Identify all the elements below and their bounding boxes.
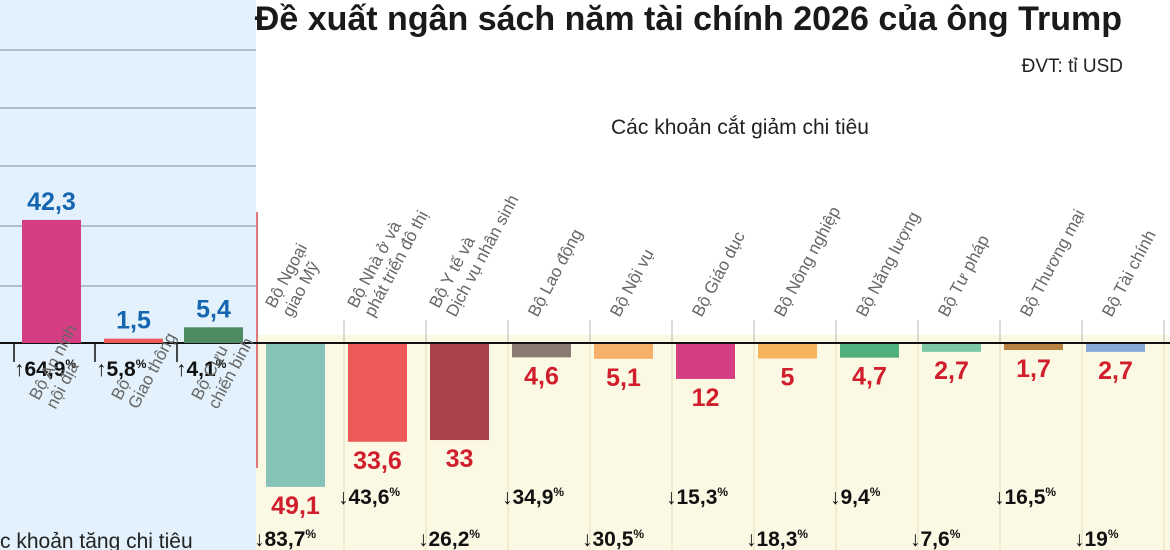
svg-text:Bộ Tài chính: Bộ Tài chính — [1098, 227, 1159, 320]
unit-label: ĐVT: tỉ USD — [1022, 56, 1123, 77]
svg-text:Bộ Nông nghiệp: Bộ Nông nghiệp — [770, 203, 844, 320]
value-label-decrease-3: 4,6 — [524, 362, 559, 390]
bar-decrease-3 — [512, 344, 571, 358]
change-label-decrease-5: ↓15,3% — [666, 485, 728, 509]
category-label-decrease-5: Bộ Giáo dục — [688, 228, 749, 320]
value-label-decrease-5: 12 — [692, 384, 720, 412]
value-label-decrease-2: 33 — [446, 445, 474, 473]
change-label-decrease-2: ↓26,2% — [418, 527, 480, 550]
increase-section-label: c khoản tăng chi tiêu — [0, 530, 193, 550]
value-label-decrease-4: 5,1 — [606, 364, 641, 392]
bar-decrease-6 — [758, 344, 817, 359]
value-label-decrease-0: 49,1 — [271, 492, 320, 520]
change-label-decrease-6: ↓18,3% — [746, 527, 808, 550]
change-label-decrease-9: ↓16,5% — [994, 485, 1056, 509]
value-label-decrease-9: 1,7 — [1016, 355, 1051, 383]
columns — [343, 320, 1165, 550]
change-label-decrease-1: ↓43,6% — [338, 485, 400, 509]
bar-increase-2 — [104, 338, 163, 343]
change-label-decrease-4: ↓30,5% — [582, 527, 644, 550]
bar-decrease-8 — [922, 344, 981, 352]
change-label-decrease-7: ↓9,4% — [830, 485, 881, 509]
svg-text:Bộ Lao động: Bộ Lao động — [524, 226, 586, 320]
value-label-decrease-7: 4,7 — [852, 363, 887, 391]
change-label-increase-2: ↑5,8% — [96, 357, 147, 381]
value-label-decrease-8: 2,7 — [934, 357, 969, 385]
bar-decrease-1 — [348, 344, 407, 442]
svg-text:Bộ Năng lượng: Bộ Năng lượng — [852, 208, 923, 319]
chart-title: Đề xuất ngân sách năm tài chính 2026 của… — [255, 0, 1122, 38]
bar-decrease-0 — [266, 344, 325, 487]
change-label-decrease-0: ↓83,7% — [254, 527, 316, 550]
svg-text:Bộ Nội vụ: Bộ Nội vụ — [606, 246, 657, 320]
svg-text:Bộ Tư pháp: Bộ Tư pháp — [934, 232, 993, 320]
category-label-decrease-7: Bộ Năng lượng — [852, 208, 923, 319]
change-label-increase-1: ↑64,9% — [14, 357, 76, 381]
change-label-decrease-10: ↓19% — [1074, 527, 1119, 550]
bar-decrease-10 — [1086, 344, 1145, 352]
change-label-increase-3: ↑4,1% — [176, 357, 227, 381]
category-label-decrease-4: Bộ Nội vụ — [606, 246, 657, 320]
value-label-increase-2: 1,5 — [116, 307, 151, 335]
bar-decrease-7 — [840, 344, 899, 358]
value-label-decrease-1: 33,6 — [353, 447, 402, 475]
bar-increase-3 — [184, 327, 243, 343]
category-label-decrease-9: Bộ Thương mại — [1016, 206, 1088, 320]
change-label-decrease-8: ↓7,6% — [910, 527, 961, 550]
svg-text:Bộ Thương mại: Bộ Thương mại — [1016, 206, 1088, 320]
value-label-increase-1: 42,3 — [27, 188, 76, 216]
svg-text:Bộ Giáo dục: Bộ Giáo dục — [688, 228, 749, 320]
value-label-increase-3: 5,4 — [196, 295, 231, 323]
bar-decrease-5 — [676, 344, 735, 379]
bar-decrease-9 — [1004, 344, 1063, 350]
category-label-decrease-8: Bộ Tư pháp — [934, 232, 993, 320]
bar-decrease-2 — [430, 344, 489, 441]
value-label-decrease-10: 2,7 — [1098, 357, 1133, 385]
category-label-decrease-6: Bộ Nông nghiệp — [770, 203, 844, 320]
value-label-decrease-6: 5 — [781, 364, 795, 392]
decrease-section-label: Các khoản cắt giảm chi tiêu — [611, 116, 869, 139]
category-label-decrease-10: Bộ Tài chính — [1098, 227, 1159, 320]
bar-increase-1 — [22, 219, 81, 343]
change-label-decrease-3: ↓34,9% — [502, 485, 564, 509]
category-label-decrease-3: Bộ Lao động — [524, 226, 586, 320]
bar-decrease-4 — [594, 344, 653, 359]
